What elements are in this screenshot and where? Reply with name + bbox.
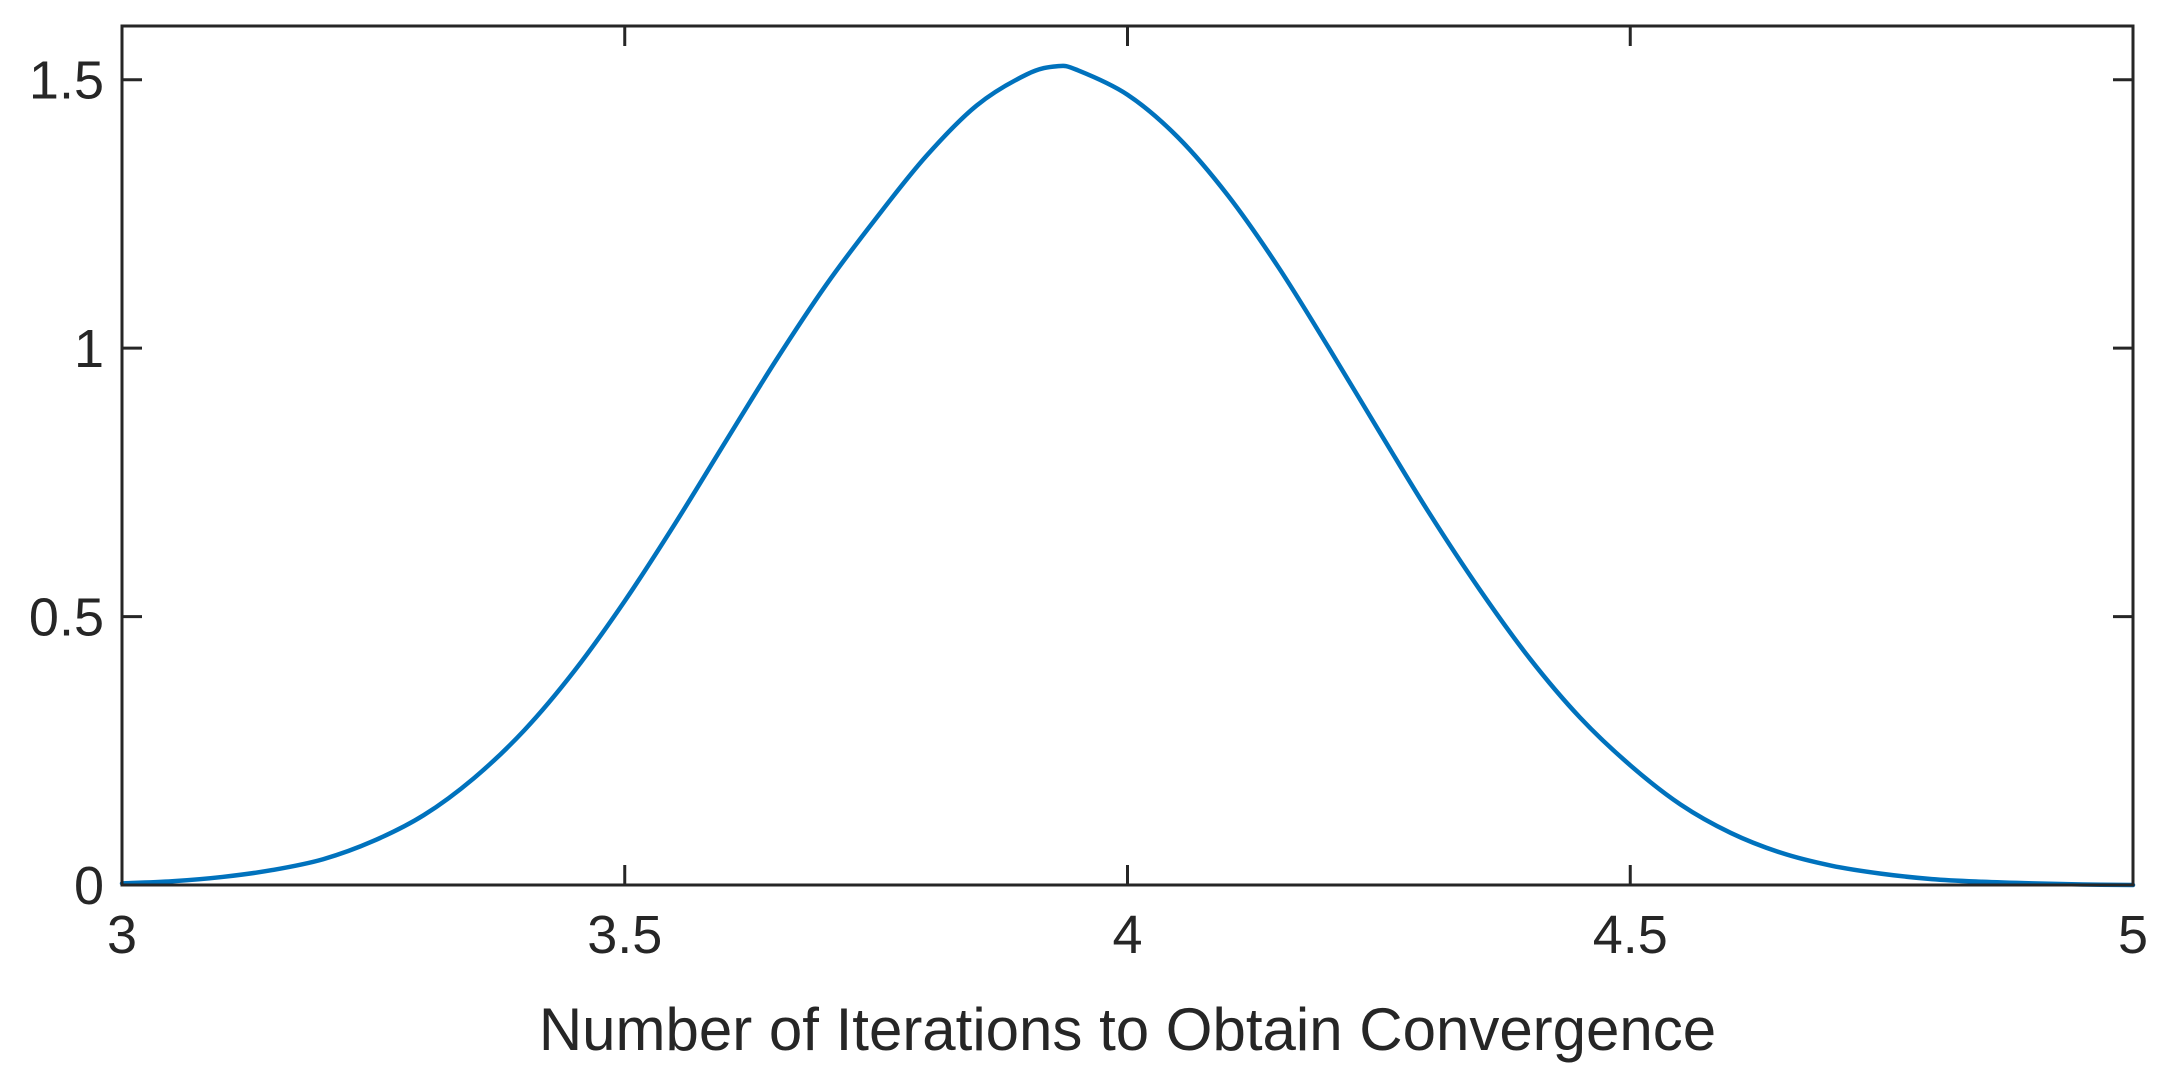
y-tick-label: 1.5 (29, 51, 104, 111)
x-tick-label: 4.5 (1593, 905, 1668, 965)
x-tick-label: 3 (107, 905, 137, 965)
x-axis-label: Number of Iterations to Obtain Convergen… (539, 996, 1716, 1063)
ticks (120, 26, 2135, 887)
tick-labels: 3 3.5 4 4.5 5 0 0.5 1 1.5 (29, 51, 2148, 965)
plot-area (119, 63, 2136, 888)
x-tick-label: 5 (2118, 905, 2148, 965)
series-line-0 (119, 63, 2136, 888)
x-tick-label: 3.5 (587, 905, 662, 965)
x-tick-label: 4 (1112, 905, 1142, 965)
axes-box (120, 24, 2135, 887)
y-tick-label: 1 (74, 319, 104, 379)
y-tick-label: 0 (74, 856, 104, 916)
y-tick-label: 0.5 (29, 588, 104, 648)
